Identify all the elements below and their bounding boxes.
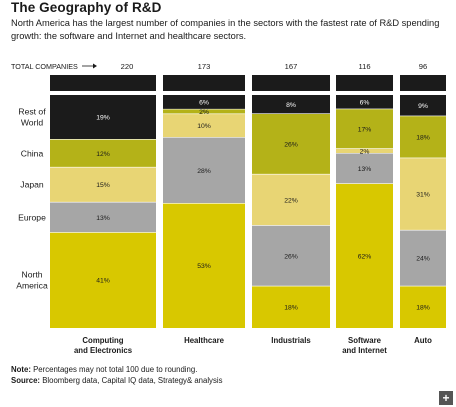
- bar-software-and-internet-north-america: [336, 183, 393, 328]
- value-label-software-and-internet-china: 17%: [358, 126, 372, 133]
- bar-healthcare-japan: [163, 113, 245, 138]
- category-labels: Computing and Electronics Healthcare Indust…: [74, 336, 432, 355]
- value-label-software-and-internet-rest-of-world: 6%: [360, 99, 370, 106]
- value-label-industrials-europe: 26%: [284, 253, 298, 260]
- row-label-north-america: North America: [16, 270, 48, 291]
- total-companies-label: TOTAL COMPANIES: [11, 62, 78, 71]
- bar-software-and-internet-europe: [336, 153, 393, 184]
- expand-icon[interactable]: +: [439, 391, 453, 405]
- bar-auto-north-america: [400, 286, 446, 328]
- value-label-software-and-internet-north-america: 62%: [358, 253, 372, 260]
- row-label-europe: Europe: [18, 212, 46, 222]
- bar-auto-japan: [400, 157, 446, 231]
- total-computing-and-electronics: 220: [121, 62, 134, 71]
- value-label-industrials-china: 26%: [284, 141, 298, 148]
- category-label-industrials: Industrials: [271, 336, 311, 345]
- total-companies-row: TOTAL COMPANIES 220 173 167 116 96: [11, 62, 446, 91]
- header-strip-industrials: [252, 75, 330, 91]
- bar-healthcare-north-america: [163, 203, 245, 328]
- bar-software-and-internet-rest-of-world: [336, 95, 393, 109]
- bar-computing-and-electronics-north-america: [50, 232, 156, 328]
- bar-computing-and-electronics-rest-of-world: [50, 95, 156, 140]
- bar-industrials-europe: [252, 225, 330, 287]
- row-label-japan: Japan: [20, 180, 44, 190]
- bar-healthcare-china: [163, 109, 245, 114]
- value-label-auto-china: 18%: [416, 134, 430, 141]
- bar-auto-rest-of-world: [400, 95, 446, 116]
- source-text: Bloomberg data, Capital IQ data, Strateg…: [40, 376, 223, 385]
- category-label-auto: Auto: [414, 336, 432, 345]
- bar-auto-china: [400, 115, 446, 158]
- header-strip-software-and-internet: [336, 75, 393, 91]
- header-strip-computing-and-electronics: [50, 75, 156, 91]
- total-arrow-head-icon: [93, 63, 97, 69]
- value-label-auto-rest-of-world: 9%: [418, 103, 428, 110]
- note-line: Note: Percentages may not total 100 due …: [11, 364, 223, 375]
- value-label-auto-north-america: 18%: [416, 305, 430, 312]
- total-industrials: 167: [285, 62, 298, 71]
- value-label-auto-europe: 24%: [416, 256, 430, 263]
- source-label: Source:: [11, 376, 41, 385]
- category-label-software-and-internet: Software and Internet: [342, 336, 387, 355]
- row-label-rest-of-world: Rest of World: [18, 107, 46, 128]
- chart-title: The Geography of R&D: [11, 0, 162, 15]
- value-label-healthcare-europe: 28%: [197, 168, 211, 175]
- bar-software-and-internet-japan: [336, 148, 393, 154]
- bar-auto-europe: [400, 230, 446, 287]
- bar-computing-and-electronics-japan: [50, 167, 156, 203]
- value-label-industrials-north-america: 18%: [284, 305, 298, 312]
- value-label-computing-and-electronics-japan: 15%: [96, 182, 110, 189]
- total-healthcare: 173: [198, 62, 211, 71]
- bar-industrials-japan: [252, 174, 330, 226]
- value-label-computing-and-electronics-china: 12%: [96, 151, 110, 158]
- bar-healthcare-europe: [163, 137, 245, 204]
- value-label-industrials-japan: 22%: [284, 197, 298, 204]
- row-label-china: China: [21, 148, 44, 158]
- bar-computing-and-electronics-china: [50, 139, 156, 168]
- header-strip-auto: [400, 75, 446, 91]
- value-label-healthcare-north-america: 53%: [197, 263, 211, 270]
- bar-software-and-internet-china: [336, 108, 393, 149]
- value-label-industrials-rest-of-world: 8%: [286, 102, 296, 109]
- value-label-computing-and-electronics-europe: 13%: [96, 215, 110, 222]
- bars: 41% 13% 15% 12% 19% 53% 28% 10% 2% 6% 18% 26% 22% 26%…: [50, 95, 446, 328]
- category-label-computing-and-electronics: Computing and Electronics: [74, 336, 133, 355]
- note-label: Note:: [11, 365, 31, 374]
- value-label-healthcare-rest-of-world: 6%: [199, 100, 209, 107]
- bar-industrials-north-america: [252, 286, 330, 328]
- chart-subtitle: North America has the largest number of …: [11, 18, 440, 41]
- value-label-healthcare-japan: 10%: [197, 123, 211, 130]
- value-label-healthcare-china: 2%: [199, 109, 209, 116]
- source-line: Source: Bloomberg data, Capital IQ data,…: [11, 375, 223, 386]
- bar-industrials-china: [252, 113, 330, 175]
- value-label-software-and-internet-japan: 2%: [360, 148, 370, 155]
- region-labels: Rest of World China Japan Europe North America: [16, 107, 48, 291]
- value-label-computing-and-electronics-rest-of-world: 19%: [96, 115, 110, 122]
- value-label-computing-and-electronics-north-america: 41%: [96, 278, 110, 285]
- value-label-software-and-internet-europe: 13%: [358, 166, 372, 173]
- total-software-and-internet: 116: [358, 62, 370, 71]
- value-label-auto-japan: 31%: [416, 192, 430, 199]
- note-text: Percentages may not total 100 due to rou…: [30, 365, 198, 374]
- stacked-bar-chart: Rest of World China Japan Europe North America…: [11, 62, 446, 355]
- category-label-healthcare: Healthcare: [184, 336, 225, 345]
- header-strip-healthcare: [163, 75, 245, 91]
- footnote: Note: Percentages may not total 100 due …: [11, 364, 223, 386]
- total-auto: 96: [419, 62, 427, 71]
- bar-healthcare-rest-of-world: [163, 95, 245, 110]
- bar-computing-and-electronics-europe: [50, 202, 156, 233]
- bar-industrials-rest-of-world: [252, 95, 330, 114]
